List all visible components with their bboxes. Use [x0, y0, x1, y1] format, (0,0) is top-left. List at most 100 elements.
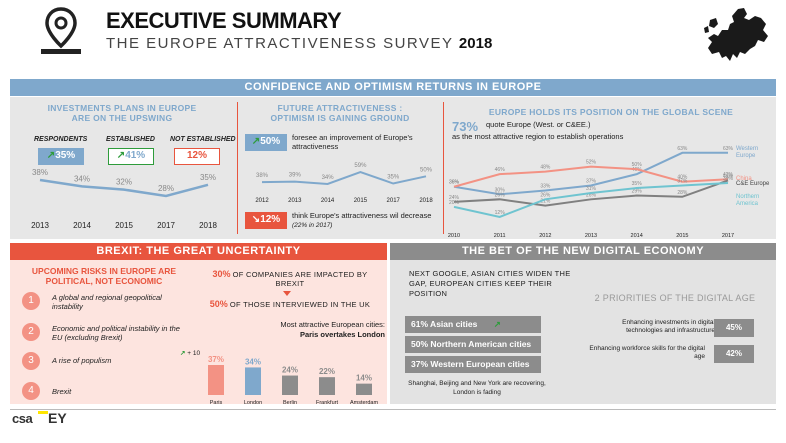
respondents-label: RESPONDENTS [34, 136, 88, 143]
down-triangle-icon [283, 291, 291, 296]
risk-item: Brexit [52, 387, 72, 396]
priority-value: 42% [714, 345, 754, 363]
legend-entry: Northern [736, 194, 759, 200]
legend-entry: America [736, 201, 759, 207]
established-label: ESTABLISHED [106, 136, 155, 143]
data-label: 36% [449, 180, 460, 186]
x-tick-label: 2018 [419, 198, 433, 204]
x-tick-label: 2017 [387, 198, 401, 204]
category-label: Frankfurt [316, 400, 338, 406]
data-label: 39% [723, 176, 734, 182]
data-label: 24% [282, 366, 298, 375]
priority-text: Enhancing workforce skills for the digit… [589, 345, 705, 360]
not-established-label: NOT ESTABLISHED [170, 136, 236, 143]
digital-intro: NEXT GOOGLE, ASIAN CITIES WIDEN THE GAP,… [409, 269, 571, 298]
x-tick-label: 2014 [631, 233, 643, 239]
data-label: 39% [289, 173, 302, 179]
x-tick-label: 2018 [199, 221, 217, 230]
data-label: 33% [540, 184, 551, 190]
data-label: 20% [449, 200, 460, 206]
paris-delta: ↗ + 10 [180, 350, 201, 357]
up-arrow-icon: ↗ [493, 319, 501, 329]
digital-row: 50% Northern American cities [405, 336, 541, 353]
investments-line-chart: 38% 2013 34% 2014 32% 2015 28% 2017 35% 2018 [31, 168, 217, 230]
future-title: FUTURE ATTRACTIVENESS : OPTIMISM IS GAIN… [270, 103, 410, 123]
category-label: Berlin [283, 400, 297, 406]
global-line-chart: 36%30%33%37%46%63% 63%36%46% 48%52% 50%40% 4… [448, 146, 770, 239]
series-line [453, 151, 728, 196]
page-subtitle: THE EUROPE ATTRACTIVENESS SURVEY 2018 [106, 35, 493, 52]
x-tick-label: 2017 [157, 221, 175, 230]
data-label: 31% [586, 186, 597, 192]
series-line [453, 165, 729, 188]
divider [237, 102, 238, 234]
cities-title: Most attractive European cities: [280, 320, 385, 329]
data-label: 35% [632, 181, 643, 187]
legend-entry: China [736, 176, 752, 182]
risk-item: Economic and political instability in th… [52, 324, 180, 342]
risks-title: UPCOMING RISKS IN EUROPE ARE POLITICAL, … [31, 266, 177, 286]
risk-number: 3 [22, 352, 40, 370]
global-title: EUROPE HOLDS ITS POSITION ON THE GLOBAL … [488, 107, 734, 117]
x-tick-label: 2011 [494, 233, 506, 239]
x-tick-label: 2010 [448, 233, 460, 239]
europe-map-icon [704, 8, 768, 61]
not-established-value-box: 12% [174, 148, 220, 165]
risk-number: 2 [22, 323, 40, 341]
respondents-value-box: ↗35% [38, 148, 84, 165]
data-label: 63% [723, 146, 734, 152]
data-label: 28% [158, 184, 174, 193]
data-label: 24% [449, 195, 460, 201]
brexit-band: BREXIT: THE GREAT UNCERTAINTY [10, 243, 387, 260]
impacted-stat: 30% OF COMPANIES ARE IMPACTED BY BREXIT [212, 269, 368, 289]
data-label: 48% [540, 165, 551, 171]
data-label: 14% [356, 374, 372, 383]
up-arrow-icon: ↗ [251, 136, 261, 147]
risk-item: A rise of populism [52, 356, 112, 365]
data-label: 29% [632, 189, 643, 195]
global-stat-text-2: as the most attractive region to establi… [452, 132, 624, 141]
up-arrow-icon: ↗ [46, 150, 56, 161]
up-arrow-icon: ↗ [180, 350, 186, 357]
up-arrow-icon: ↗ [116, 150, 126, 161]
x-tick-label: 2015 [354, 198, 368, 204]
improve-text: foresee an improvement of Europe's attra… [292, 133, 413, 151]
divider [443, 102, 444, 234]
data-label: 37% [677, 178, 688, 184]
page-title: EXECUTIVE SUMMARY [106, 8, 342, 33]
data-label: 21% [540, 199, 551, 205]
data-label: 35% [387, 175, 400, 181]
priority-text: Enhancing investments in digital technol… [622, 319, 715, 334]
data-label: 26% [540, 192, 551, 198]
location-pin-icon [41, 7, 81, 54]
x-tick-label: 2014 [73, 221, 91, 230]
bar [245, 367, 261, 395]
data-label: 52% [586, 160, 597, 166]
data-label: 36% [449, 180, 460, 186]
digital-band: THE BET OF THE NEW DIGITAL ECONOMY [390, 243, 776, 260]
footer-line [10, 409, 776, 410]
data-label: 40% [677, 175, 688, 181]
data-label: 37% [208, 355, 224, 364]
priority-value: 45% [714, 319, 754, 337]
data-label: 63% [677, 146, 688, 152]
data-label: 37% [586, 178, 597, 184]
x-tick-label: 2013 [288, 198, 302, 204]
down-arrow-icon: ↘ [251, 214, 261, 225]
bar [356, 383, 372, 395]
series-line [453, 179, 729, 207]
data-label: 22% [319, 367, 335, 376]
data-label: 41% [723, 173, 734, 179]
legend-entry: C&E Europe [736, 181, 770, 187]
x-tick-label: 2013 [31, 221, 49, 230]
legend-entry: Europe [736, 153, 756, 159]
established-value-box: ↗41% [108, 148, 154, 165]
cities-bar-chart: 37% Paris 34% London 24% Berlin 22% Frankfurt 14… [208, 355, 378, 406]
x-tick-label: 2014 [321, 198, 335, 204]
data-label: 34% [74, 174, 90, 183]
series-line [453, 181, 729, 218]
global-stat-value: 73% [452, 119, 479, 134]
data-label: 59% [354, 163, 367, 169]
data-label: 26% [586, 192, 597, 198]
data-label: 26% [495, 192, 506, 198]
